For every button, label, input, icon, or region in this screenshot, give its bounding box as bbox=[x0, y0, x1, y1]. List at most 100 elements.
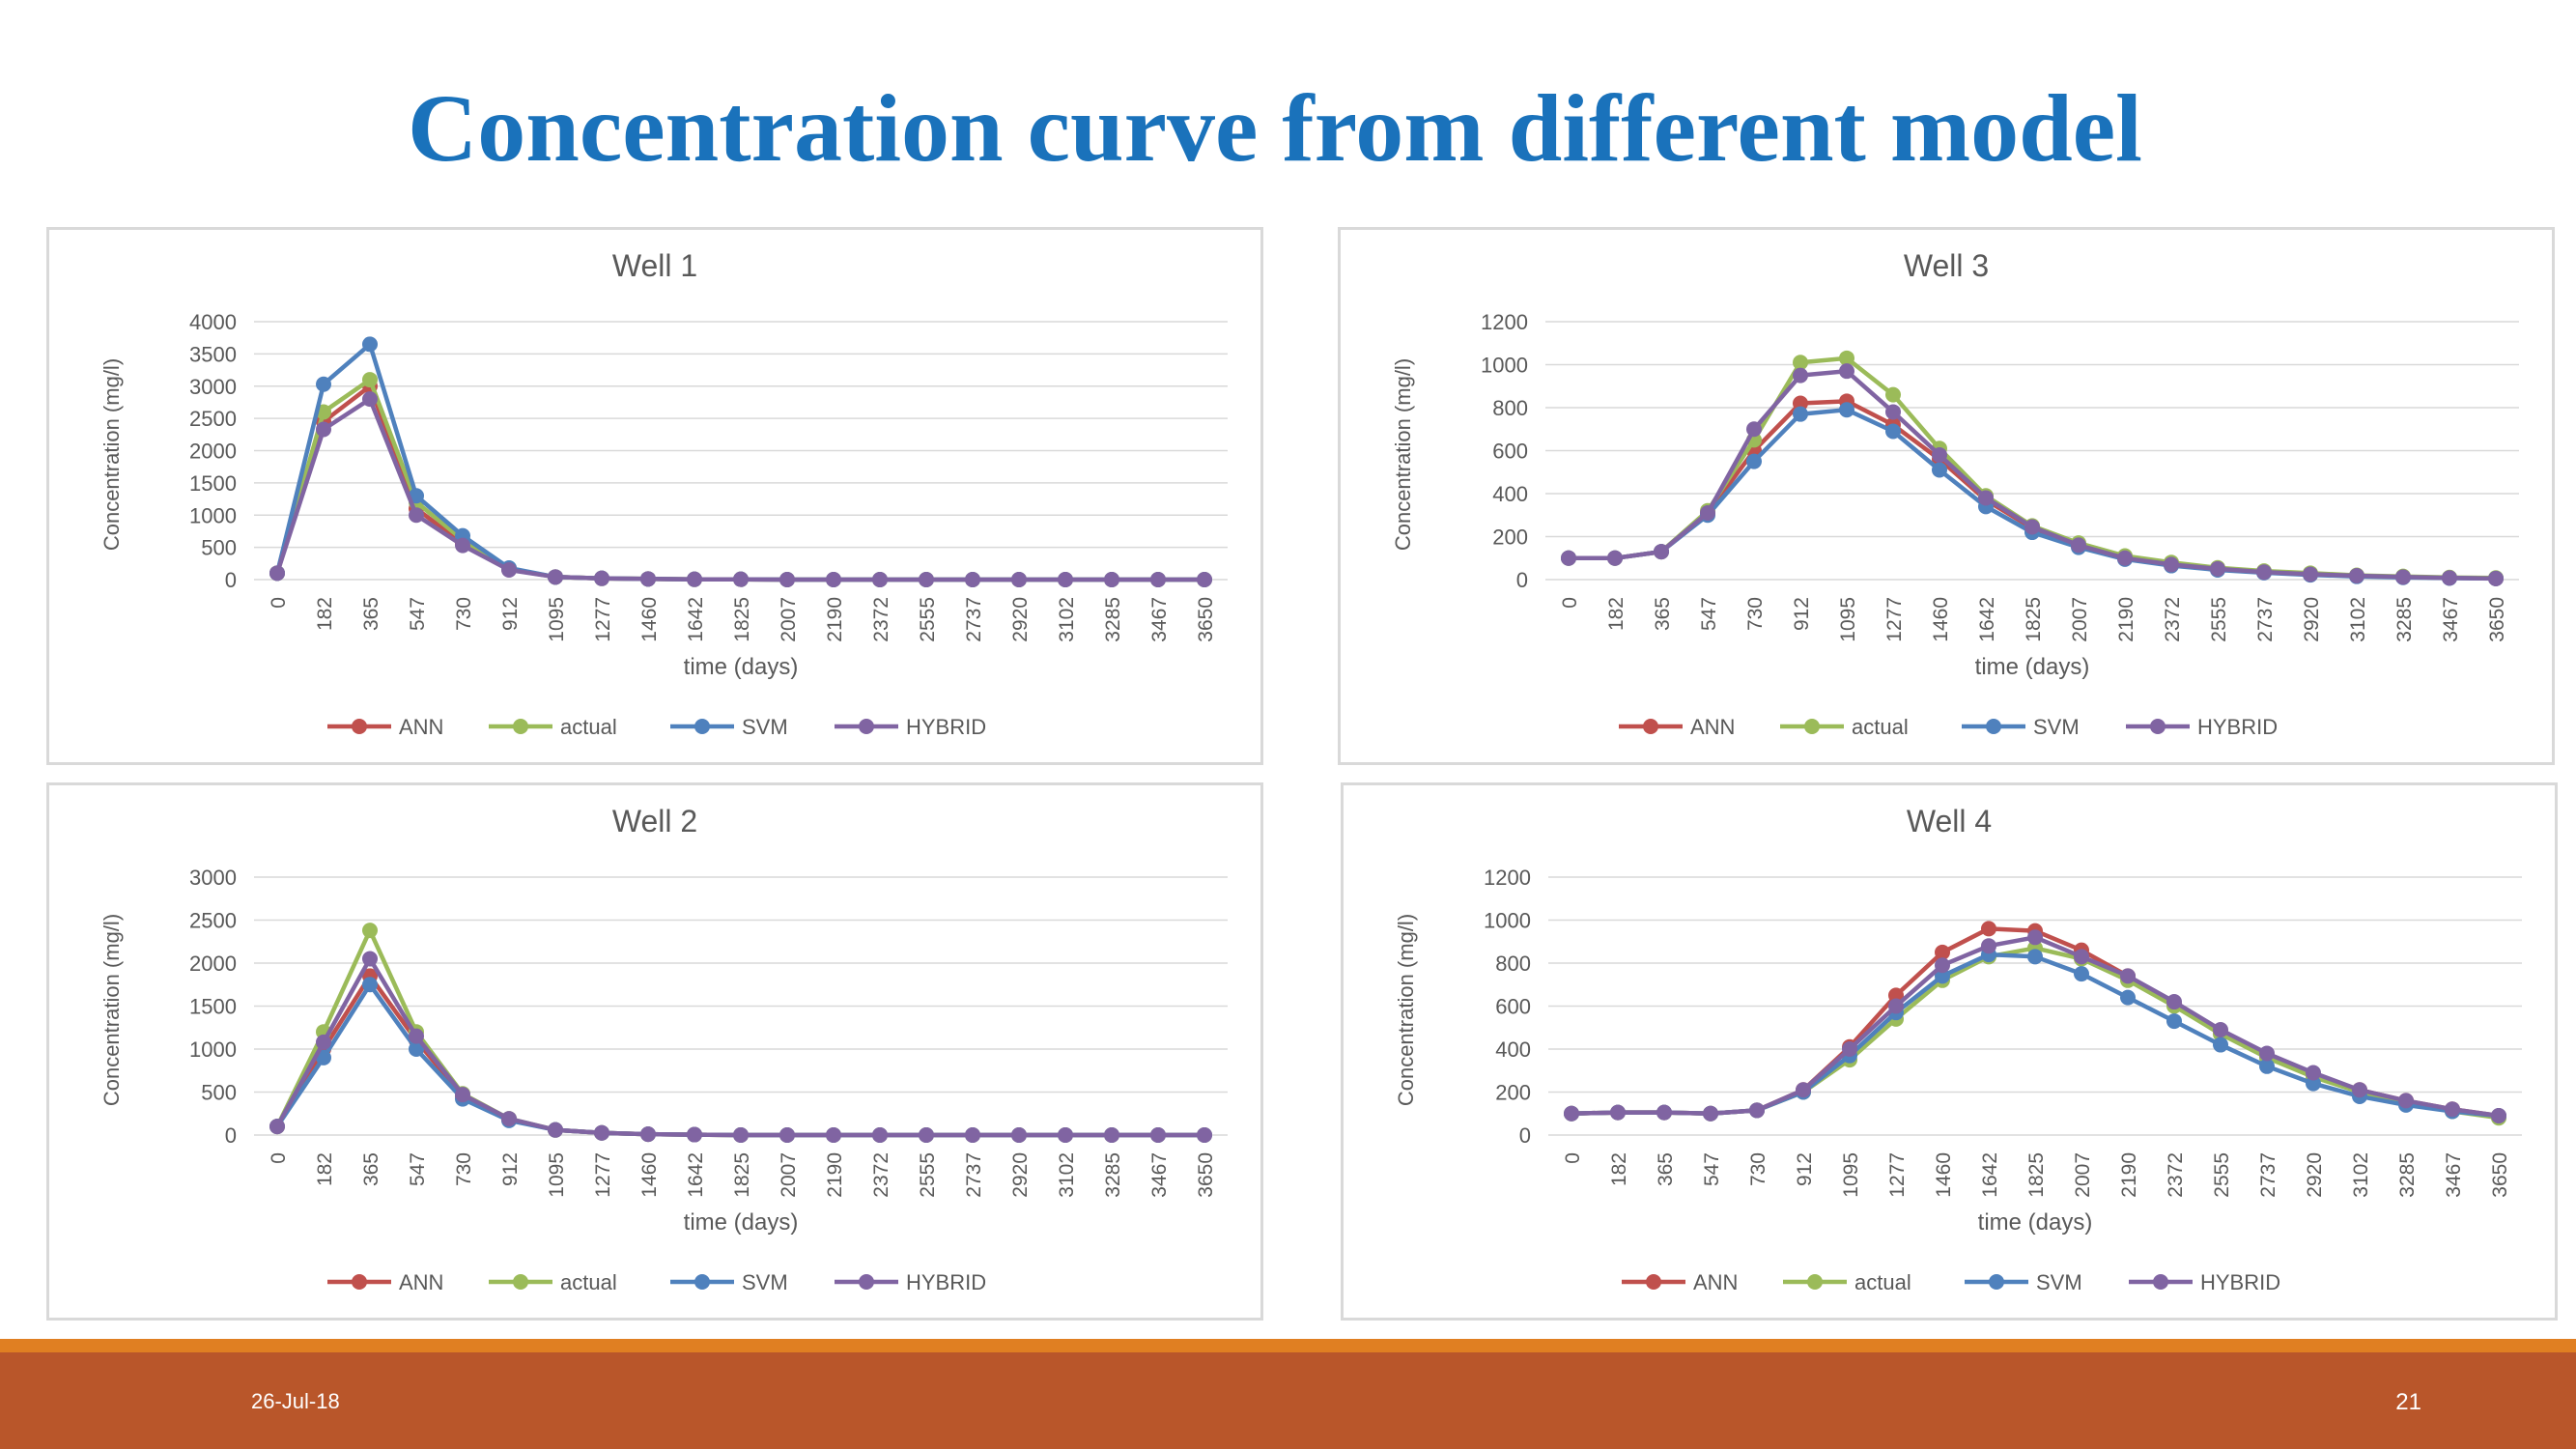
data-point-hybrid bbox=[779, 572, 795, 587]
y-tick-label: 3000 bbox=[189, 375, 237, 399]
data-point-actual bbox=[1885, 386, 1901, 403]
data-point-hybrid bbox=[269, 565, 285, 582]
data-point-hybrid bbox=[2395, 569, 2411, 585]
data-point-svm bbox=[2120, 989, 2136, 1006]
legend-marker bbox=[859, 1274, 874, 1290]
y-tick-label: 2000 bbox=[189, 440, 237, 464]
x-tick-label: 1277 bbox=[592, 597, 614, 642]
data-point-hybrid bbox=[965, 572, 980, 587]
data-point-hybrid bbox=[409, 1028, 424, 1044]
x-tick-label: 2920 bbox=[2304, 1152, 2326, 1198]
y-tick-label: 1000 bbox=[1484, 909, 1531, 933]
y-tick-label: 200 bbox=[1492, 526, 1528, 550]
data-point-svm bbox=[1793, 406, 1808, 422]
data-point-hybrid bbox=[1011, 572, 1027, 587]
footer-accent-stripe bbox=[0, 1339, 2576, 1352]
data-point-hybrid bbox=[1150, 1127, 1166, 1143]
data-point-hybrid bbox=[733, 571, 749, 587]
x-tick-label: 1642 bbox=[685, 597, 707, 642]
data-point-hybrid bbox=[1746, 421, 1762, 438]
x-tick-label: 3285 bbox=[2396, 1152, 2419, 1198]
x-tick-label: 2190 bbox=[2118, 1152, 2140, 1198]
x-tick-label: 2555 bbox=[2211, 1152, 2233, 1198]
data-point-ann bbox=[1981, 921, 1996, 937]
y-tick-label: 2000 bbox=[189, 952, 237, 976]
x-tick-label: 2920 bbox=[2301, 597, 2323, 642]
data-point-hybrid bbox=[2398, 1093, 2414, 1109]
y-tick-label: 3500 bbox=[189, 342, 237, 366]
x-axis-label: time (days) bbox=[684, 654, 799, 680]
series-line-svm bbox=[275, 982, 1204, 1138]
series-line-actual bbox=[1569, 355, 2497, 581]
x-tick-label: 1095 bbox=[1837, 597, 1859, 642]
data-point-actual bbox=[1839, 350, 1854, 366]
legend-label: ANN bbox=[399, 715, 443, 739]
data-point-hybrid bbox=[872, 572, 888, 587]
data-point-hybrid bbox=[1978, 490, 1994, 506]
data-point-hybrid bbox=[455, 537, 470, 554]
x-tick-label: 2555 bbox=[917, 597, 939, 642]
legend-label: HYBRID bbox=[2197, 715, 2278, 739]
data-point-hybrid bbox=[501, 561, 517, 578]
x-tick-label: 2190 bbox=[2115, 597, 2137, 642]
data-point-hybrid bbox=[1197, 572, 1212, 587]
data-point-hybrid bbox=[1935, 957, 1950, 974]
x-tick-label: 1825 bbox=[731, 1152, 753, 1198]
legend-label: actual bbox=[1852, 715, 1909, 739]
data-point-hybrid bbox=[1749, 1102, 1765, 1119]
legend-label: ANN bbox=[1693, 1270, 1738, 1294]
y-axis-label: Concentration (mg/l) bbox=[99, 914, 124, 1106]
y-tick-label: 800 bbox=[1495, 952, 1531, 976]
x-tick-label: 3467 bbox=[1148, 1152, 1171, 1198]
chart-panel-well-4: Well 4 0 200 400 600 800 1000 1200 0 182 365 547 730… bbox=[1341, 782, 2558, 1321]
x-tick-label: 3102 bbox=[1056, 1152, 1078, 1198]
data-point-hybrid bbox=[1607, 550, 1623, 566]
x-tick-label: 2372 bbox=[2162, 597, 2184, 642]
chart-panel-well-1: Well 1 0 500 1000 1500 2000 2500 3000 3500 4000 0 1… bbox=[46, 227, 1263, 765]
data-point-hybrid bbox=[2027, 929, 2043, 946]
legend-marker bbox=[694, 1274, 710, 1290]
y-tick-label: 600 bbox=[1495, 995, 1531, 1019]
chart-well-1: Well 1 0 500 1000 1500 2000 2500 3000 3500 4000 0 1… bbox=[99, 248, 1228, 739]
data-point-hybrid bbox=[1564, 1105, 1579, 1122]
data-point-hybrid bbox=[1981, 938, 1996, 954]
y-tick-label: 3000 bbox=[189, 866, 237, 890]
data-point-hybrid bbox=[2442, 570, 2457, 586]
data-point-hybrid bbox=[2213, 1021, 2228, 1037]
x-tick-label: 3285 bbox=[1102, 1152, 1124, 1198]
data-point-hybrid bbox=[1703, 1105, 1718, 1122]
data-point-hybrid bbox=[1058, 572, 1073, 587]
data-point-hybrid bbox=[548, 1122, 563, 1138]
x-tick-label: 1460 bbox=[1933, 1152, 1955, 1198]
legend-marker bbox=[694, 719, 710, 734]
y-tick-label: 0 bbox=[225, 1123, 237, 1148]
x-tick-label: 2920 bbox=[1009, 1152, 1032, 1198]
series-line-actual bbox=[274, 377, 1204, 582]
y-tick-label: 1200 bbox=[1481, 310, 1528, 334]
x-tick-label: 547 bbox=[407, 597, 429, 631]
x-tick-label: 2737 bbox=[2257, 1152, 2279, 1198]
legend-label: SVM bbox=[742, 715, 788, 739]
data-point-hybrid bbox=[1793, 367, 1808, 384]
data-point-hybrid bbox=[362, 951, 378, 967]
x-tick-label: 182 bbox=[1608, 1152, 1630, 1186]
data-point-hybrid bbox=[548, 569, 563, 585]
x-tick-label: 2737 bbox=[963, 597, 985, 642]
legend-marker bbox=[1804, 719, 1820, 734]
y-tick-label: 0 bbox=[225, 568, 237, 592]
data-point-hybrid bbox=[826, 1127, 841, 1143]
legend-marker bbox=[352, 1274, 367, 1290]
data-point-hybrid bbox=[733, 1127, 749, 1143]
y-tick-label: 1000 bbox=[1481, 354, 1528, 378]
x-tick-label: 1642 bbox=[685, 1152, 707, 1198]
chart-panel-well-2: Well 2 0 500 1000 1500 2000 2500 3000 0 182 365 547… bbox=[46, 782, 1263, 1321]
y-tick-label: 600 bbox=[1492, 440, 1528, 464]
y-tick-label: 1500 bbox=[189, 995, 237, 1019]
x-tick-label: 2737 bbox=[2254, 597, 2277, 642]
legend-marker bbox=[1807, 1274, 1823, 1290]
x-tick-label: 730 bbox=[453, 1152, 475, 1186]
x-tick-label: 1277 bbox=[1883, 597, 1906, 642]
x-tick-label: 3650 bbox=[1195, 597, 1217, 642]
legend-marker bbox=[513, 719, 528, 734]
series-line-ann bbox=[1569, 399, 2497, 582]
